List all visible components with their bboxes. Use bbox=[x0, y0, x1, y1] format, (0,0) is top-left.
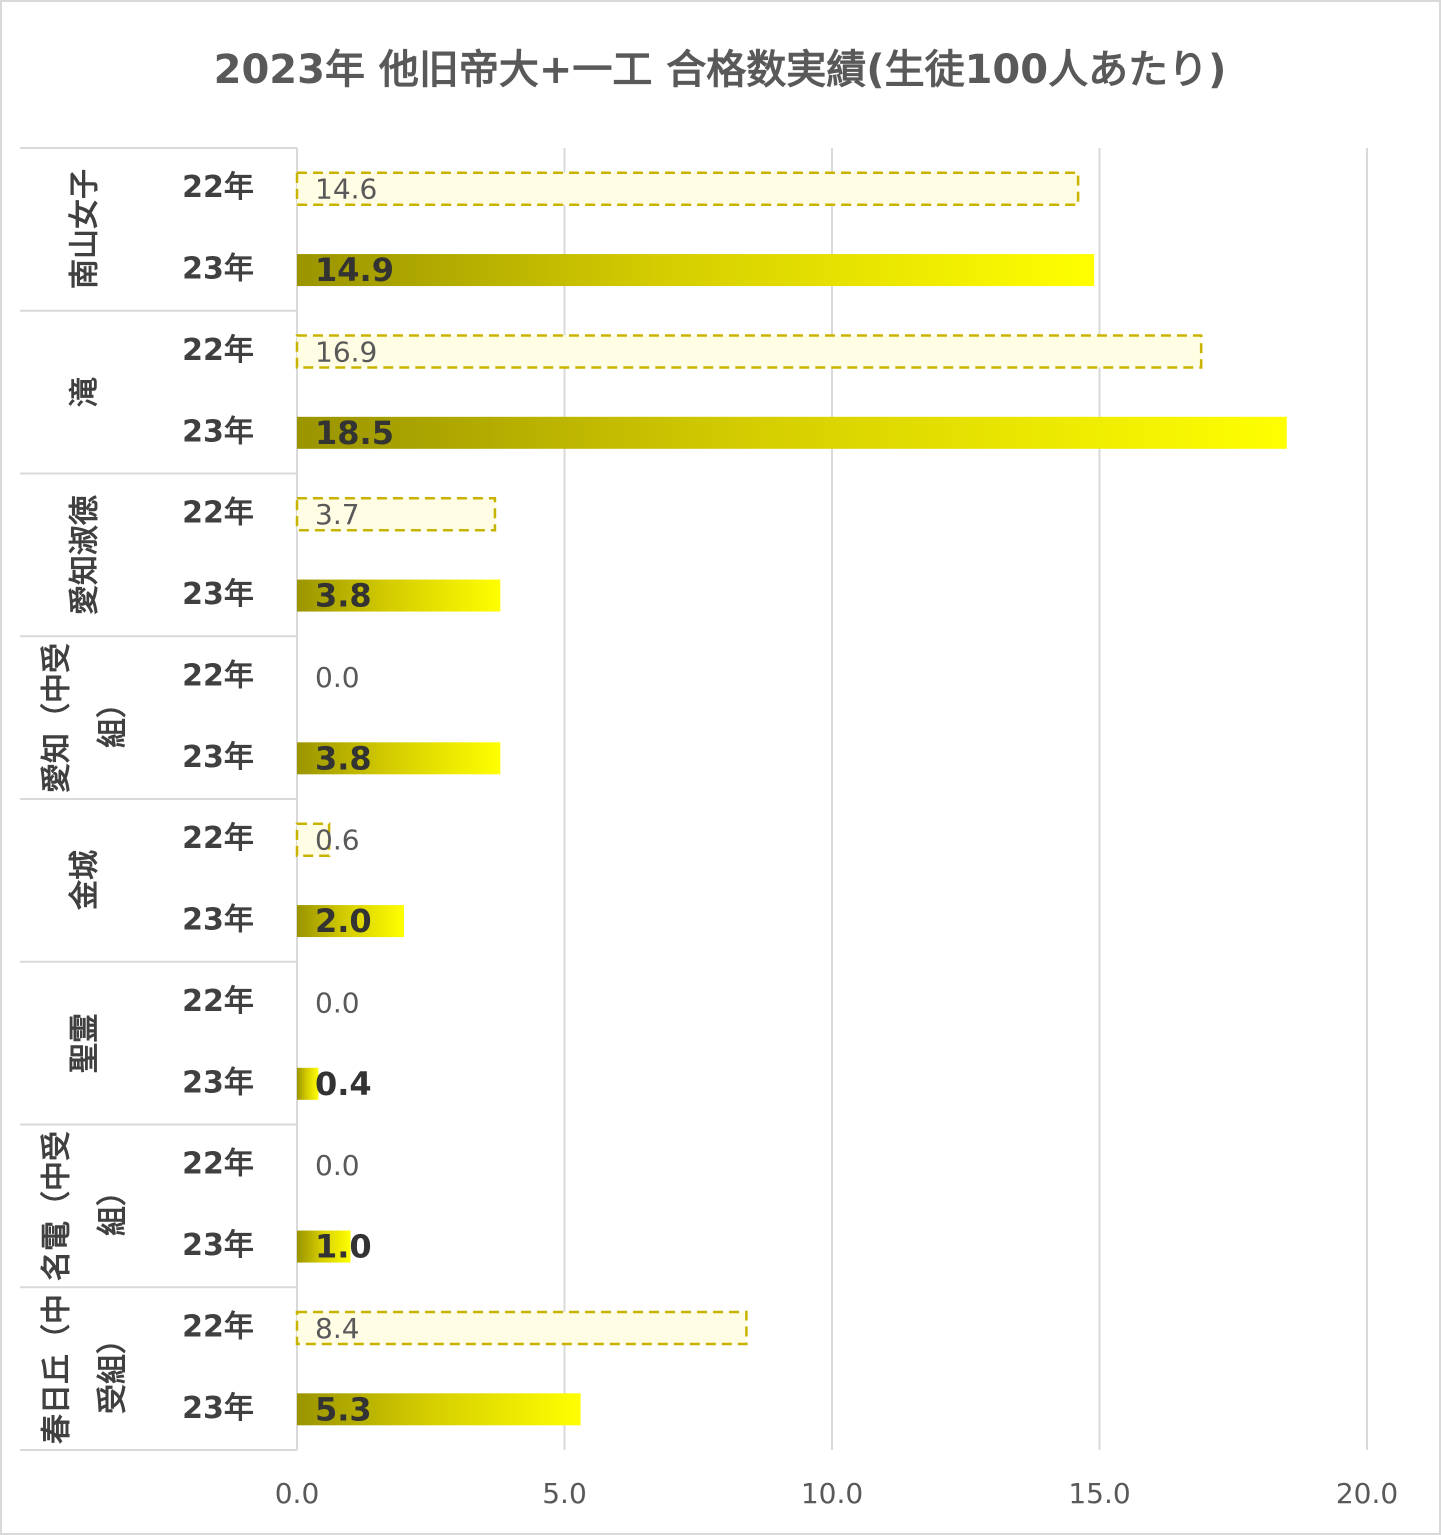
group-label: 名電（中受組） bbox=[39, 1130, 130, 1281]
group-label: 南山女子 bbox=[67, 169, 102, 290]
sub-category-label: 23年 bbox=[182, 740, 254, 775]
sub-category-label: 23年 bbox=[182, 1228, 254, 1263]
group-label: 聖霊 bbox=[67, 1013, 102, 1074]
sub-category-label: 22年 bbox=[182, 496, 254, 531]
bar bbox=[297, 1230, 351, 1263]
data-label: 0.6 bbox=[315, 824, 360, 857]
data-label: 0.0 bbox=[315, 1149, 360, 1182]
bar bbox=[295, 496, 497, 532]
data-label: 3.8 bbox=[315, 577, 372, 615]
bar bbox=[297, 905, 404, 938]
bar bbox=[295, 334, 1203, 369]
sub-category-label: 23年 bbox=[182, 903, 254, 938]
sub-category-label: 22年 bbox=[182, 1147, 254, 1182]
sub-category-label: 23年 bbox=[182, 1065, 254, 1100]
bar bbox=[295, 822, 331, 857]
data-label: 18.5 bbox=[315, 414, 394, 452]
bar bbox=[297, 1067, 319, 1100]
sub-category-label: 23年 bbox=[182, 252, 254, 287]
sub-category-label: 22年 bbox=[182, 1309, 254, 1344]
chart-title: 2023年 他旧帝大+一工 合格数実績(生徒100人あたり) bbox=[214, 47, 1227, 93]
bar bbox=[297, 416, 1287, 449]
data-label: 3.8 bbox=[315, 739, 372, 777]
sub-category-label: 22年 bbox=[182, 821, 254, 856]
x-tick-label: 10.0 bbox=[801, 1477, 863, 1510]
data-label: 2.0 bbox=[315, 902, 372, 940]
x-tick-label: 15.0 bbox=[1068, 1477, 1130, 1510]
data-label: 5.3 bbox=[315, 1390, 372, 1428]
group-label: 愛知（中受組） bbox=[39, 642, 130, 793]
data-label: 16.9 bbox=[315, 335, 377, 368]
group-label: 滝 bbox=[67, 377, 102, 408]
x-tick-label: 0.0 bbox=[275, 1477, 320, 1510]
data-label: 0.0 bbox=[315, 661, 360, 694]
sub-category-label: 22年 bbox=[182, 984, 254, 1019]
data-label: 0.4 bbox=[315, 1065, 372, 1103]
data-label: 0.0 bbox=[315, 986, 360, 1019]
sub-category-label: 22年 bbox=[182, 333, 254, 368]
sub-category-label: 22年 bbox=[182, 170, 254, 205]
group-label: 金城 bbox=[67, 850, 102, 911]
bar bbox=[297, 742, 501, 775]
data-label: 1.0 bbox=[315, 1228, 372, 1266]
bar bbox=[297, 254, 1095, 287]
bar bbox=[295, 171, 1080, 206]
sub-category-label: 23年 bbox=[182, 1391, 254, 1426]
sub-category-label: 22年 bbox=[182, 658, 254, 693]
data-label: 3.7 bbox=[315, 498, 360, 531]
x-tick-label: 20.0 bbox=[1336, 1477, 1398, 1510]
sub-category-label: 23年 bbox=[182, 577, 254, 612]
group-label: 春日丘（中受組） bbox=[39, 1293, 130, 1444]
group-label: 愛知淑徳 bbox=[67, 494, 102, 615]
data-label: 8.4 bbox=[315, 1312, 360, 1345]
x-tick-label: 5.0 bbox=[542, 1477, 587, 1510]
bar bbox=[297, 579, 501, 612]
bar bbox=[295, 1310, 748, 1346]
data-label: 14.9 bbox=[315, 251, 394, 289]
sub-category-label: 23年 bbox=[182, 414, 254, 449]
data-label: 14.6 bbox=[315, 173, 377, 206]
bar bbox=[297, 1393, 581, 1426]
